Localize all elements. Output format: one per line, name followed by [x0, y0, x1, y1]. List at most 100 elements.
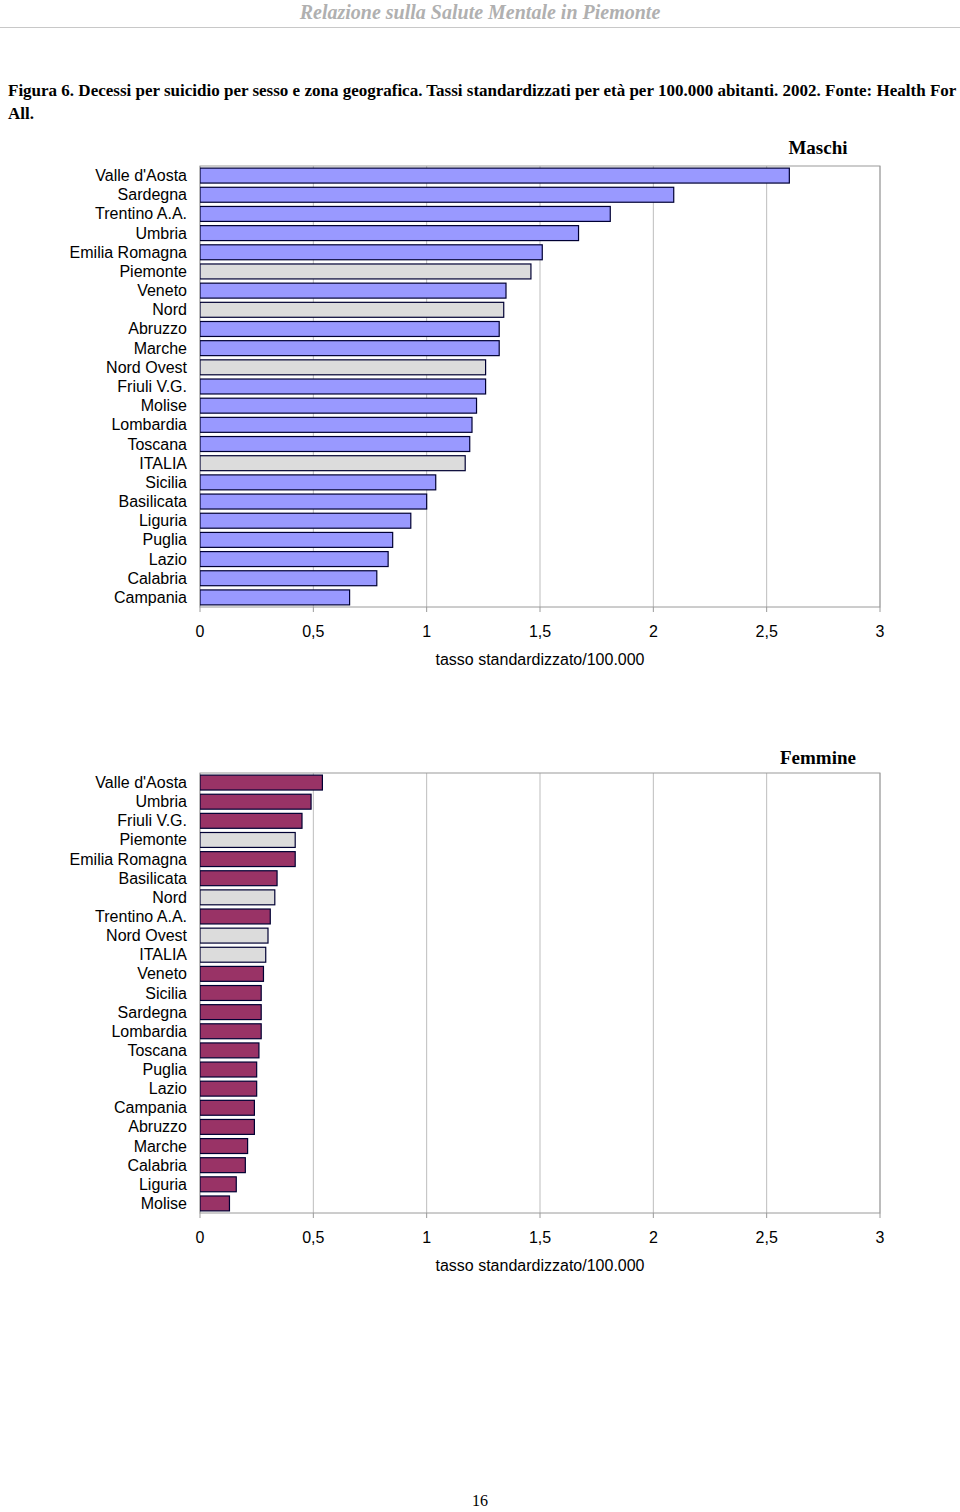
tick-mark	[880, 1213, 881, 1218]
category-label: Veneto	[137, 965, 187, 982]
bar	[200, 475, 436, 490]
category-label: Piemonte	[119, 831, 187, 848]
category-label: Lombardia	[111, 1023, 187, 1040]
bar	[200, 322, 499, 337]
bar	[200, 1196, 229, 1211]
tick-label: 1	[422, 623, 431, 640]
category-label: Abruzzo	[128, 1118, 187, 1135]
category-label: Lazio	[149, 1080, 187, 1097]
bars	[200, 168, 789, 605]
bar	[200, 928, 268, 943]
bar-chart: 00,511,522,53Valle d'AostaSardegnaTrenti…	[70, 137, 885, 668]
tick-label: 1,5	[529, 1229, 551, 1246]
category-label: Sicilia	[145, 474, 187, 491]
category-label: Friuli V.G.	[117, 812, 187, 829]
category-label: Liguria	[139, 512, 187, 529]
tick-mark	[766, 607, 767, 612]
figure: 00,511,522,53Valle d'AostaSardegnaTrenti…	[0, 0, 960, 1512]
bar	[200, 966, 263, 981]
chart-title: Maschi	[788, 137, 847, 158]
category-label: Friuli V.G.	[117, 378, 187, 395]
category-label: Liguria	[139, 1176, 187, 1193]
bar	[200, 283, 506, 298]
tick-mark	[540, 607, 541, 612]
bar	[200, 532, 393, 547]
category-label: Sicilia	[145, 985, 187, 1002]
category-label: Nord Ovest	[106, 927, 187, 944]
grid-line	[426, 773, 427, 1213]
tick-mark	[426, 1213, 427, 1218]
header-rule	[0, 27, 960, 28]
category-label: Molise	[141, 1195, 187, 1212]
bar	[200, 552, 388, 567]
category-label: Valle d'Aosta	[95, 167, 187, 184]
page-number: 16	[0, 1492, 960, 1510]
bar	[200, 302, 504, 317]
category-label: Marche	[134, 1138, 187, 1155]
tick-label: 3	[876, 1229, 885, 1246]
figure-caption: Figura 6. Decessi per suicidio per sesso…	[8, 79, 956, 125]
bar	[200, 1043, 259, 1058]
grid-line	[313, 773, 314, 1213]
category-label: Trentino A.A.	[95, 908, 187, 925]
category-label: Umbria	[135, 793, 187, 810]
category-label: Emilia Romagna	[70, 244, 187, 261]
bar	[200, 1024, 261, 1039]
category-label: Calabria	[127, 1157, 187, 1174]
category-label: Toscana	[127, 436, 187, 453]
bar	[200, 226, 579, 241]
category-label: Basilicata	[119, 493, 188, 510]
tick-mark	[200, 1213, 201, 1218]
category-label: Marche	[134, 340, 187, 357]
tick-mark	[313, 1213, 314, 1218]
bar	[200, 813, 302, 828]
bar	[200, 852, 295, 867]
category-label: Emilia Romagna	[70, 851, 187, 868]
category-label: Valle d'Aosta	[95, 774, 187, 791]
bar	[200, 1158, 245, 1173]
category-label: ITALIA	[139, 455, 187, 472]
bar	[200, 379, 486, 394]
category-label: Abruzzo	[128, 320, 187, 337]
category-label: Sardegna	[118, 1004, 187, 1021]
bar	[200, 1081, 257, 1096]
tick-label: 2,5	[756, 1229, 778, 1246]
tick-mark	[766, 1213, 767, 1218]
tick-label: 1	[422, 1229, 431, 1246]
category-label: Lombardia	[111, 416, 187, 433]
bar	[200, 513, 411, 528]
grid-line	[540, 773, 541, 1213]
tick-label: 0,5	[302, 1229, 324, 1246]
tick-mark	[540, 1213, 541, 1218]
bar	[200, 1100, 254, 1115]
category-label: Basilicata	[119, 870, 188, 887]
bar	[200, 986, 261, 1001]
bar	[200, 417, 472, 432]
category-label: Lazio	[149, 551, 187, 568]
category-label: Toscana	[127, 1042, 187, 1059]
bar	[200, 264, 531, 279]
category-label: Trentino A.A.	[95, 205, 187, 222]
bar	[200, 832, 295, 847]
category-label: Veneto	[137, 282, 187, 299]
tick-label: 2	[649, 623, 658, 640]
bar	[200, 1119, 254, 1134]
grid-line	[766, 166, 767, 607]
category-label: Nord Ovest	[106, 359, 187, 376]
tick-mark	[426, 607, 427, 612]
grid-line	[766, 773, 767, 1213]
bar	[200, 1139, 248, 1154]
bar	[200, 1177, 236, 1192]
plot-frame	[200, 773, 880, 1213]
tick-mark	[200, 607, 201, 612]
bars	[200, 775, 322, 1211]
bar	[200, 206, 610, 221]
bar	[200, 494, 427, 509]
bar	[200, 775, 322, 790]
bar	[200, 590, 350, 605]
category-label: Campania	[114, 589, 187, 606]
bar	[200, 341, 499, 356]
bar	[200, 437, 470, 452]
bar	[200, 168, 789, 183]
tick-mark	[313, 607, 314, 612]
